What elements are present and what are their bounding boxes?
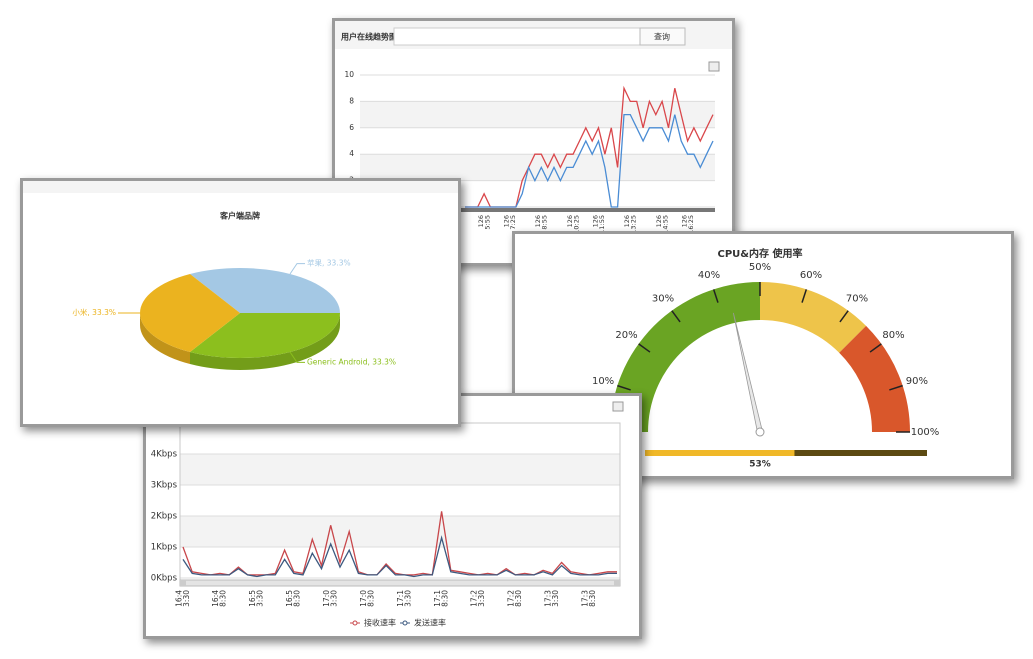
data-label: 小米, 33.3% [72,307,116,317]
y-tick-label: 10 [344,70,354,79]
data-label: 苹果, 33.3% [307,258,351,268]
x-tick-label: 12616:25 [680,215,695,234]
series-line [182,535,617,578]
gauge-band [760,282,867,353]
grid-band [360,101,715,128]
x-tick-label: 17:03:30 [322,590,339,607]
x-tick-label: 16:53:30 [248,590,265,607]
x-tick-label: 12613:25 [623,215,638,234]
x-axis-bar [360,208,715,212]
gauge-band [610,282,760,432]
x-tick-label: 12610:25 [566,215,581,234]
legend-label: 接收速率 [364,618,396,628]
gauge-tick [617,384,631,391]
gauge-tick-label: 30% [652,294,674,305]
legend-marker [352,620,358,626]
button-label[interactable]: 查询 [654,32,670,42]
x-tick-label: 17:28:30 [507,590,524,607]
x-tick-label: 17:18:30 [433,590,450,607]
x-tick-label: 12614:55 [655,215,670,234]
gauge-needle [732,312,763,434]
pie-slice [190,268,340,313]
grid-band [180,516,620,547]
chart-title: CPU&内存 使用率 [718,247,803,260]
x-tick-label: 1268:55 [534,215,549,230]
pie-side [190,313,340,370]
grid-band [180,454,620,485]
export-icon[interactable] [708,61,720,72]
gauge-tick [712,289,719,303]
chart-title: 客户端品牌 [219,211,260,221]
x-tick-label: 12611:55 [591,215,606,234]
scrollbar [179,579,621,587]
x-tick-label: 17:33:30 [544,590,561,607]
gauge-tick-label: 40% [698,270,720,281]
x-tick-label: 17:38:30 [581,590,598,607]
traffic-panel: 0Kbps 1Kbps 2Kbps 3Kbps 4Kbps 16:43:30 16:48:3… [143,393,642,639]
gauge-tick-label: 50% [749,262,771,273]
y-tick-label: 0Kbps [151,574,178,584]
x-tick-label: 16:58:30 [285,590,302,607]
gauge-band [839,325,910,432]
x-tick-label: 16:43:30 [174,590,191,607]
gauge-tick [839,310,849,323]
series-line [182,511,617,576]
label-leader [289,263,305,275]
y-tick-label: 4 [349,149,354,158]
gauge-tick [801,289,808,303]
y-tick-label: 8 [349,96,354,105]
legend-marker [402,620,408,626]
pie-side [140,313,190,364]
label-leader [289,351,305,363]
query-input[interactable] [393,27,641,46]
scroll-arrow-left [180,580,186,586]
series-line [465,113,714,208]
query-button[interactable] [639,27,686,46]
pie-slice [140,274,240,352]
bar-fill [645,450,795,456]
x-tick-label: 1265:55 [477,215,492,230]
gauge-tick [869,343,882,353]
gauge-tick [889,384,903,391]
gauge-tick-label: 80% [882,330,904,341]
gauge-tick [638,343,651,353]
plot-frame [179,422,621,581]
legend-label: 发送速率 [414,618,446,628]
x-tick-label: 16:48:30 [211,590,228,607]
value-label: 53% [749,460,771,470]
gauge-tick-label: 100% [911,427,940,438]
gauge-hub [755,427,765,437]
gauge-chart: CPU&内存 使用率 0%10%20%30%40%50%60%70%80%90%… [587,247,940,470]
panel-header [23,181,458,193]
y-tick-label: 3Kbps [151,481,178,491]
gauge-tick-label: 70% [846,294,868,305]
pie-panel: 客户端品牌 苹果, 33.3% Generic Android, 33.3% 小米,… [20,178,461,427]
x-tick-label: 17:08:30 [359,590,376,607]
x-tick-label: 17:13:30 [396,590,413,607]
gauge-tick-label: 90% [906,376,928,387]
scroll-arrow-right [614,580,620,586]
gauge-tick-label: 10% [592,376,614,387]
pie-slice [190,313,340,358]
pie-chart: 客户端品牌 苹果, 33.3% Generic Android, 33.3% 小米,… [23,181,458,370]
gauge-tick [671,310,681,323]
data-label: Generic Android, 33.3% [307,357,396,366]
x-tick-label: 17:23:30 [470,590,487,607]
traffic-chart: 0Kbps 1Kbps 2Kbps 3Kbps 4Kbps 16:43:30 16:48:3… [151,401,624,628]
chart-title: 用户在线趋势图 [340,32,397,42]
gauge-tick-label: 60% [800,270,822,281]
y-tick-label: 2Kbps [151,512,178,522]
gauge-tick-label: 20% [615,330,637,341]
y-tick-label: 6 [349,123,354,132]
y-tick-label: 4Kbps [151,450,178,460]
y-tick-label: 1Kbps [151,543,178,553]
export-icon[interactable] [612,401,624,412]
x-tick-label: 1267:25 [502,215,517,230]
